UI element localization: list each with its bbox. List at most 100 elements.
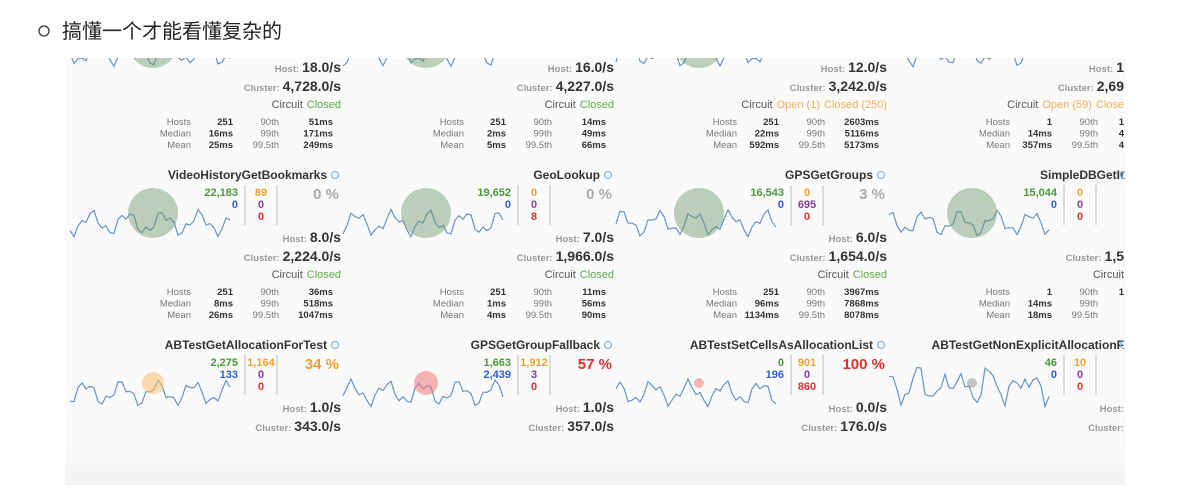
- cluster-rate: Cluster: 4,227.0/s: [517, 78, 615, 94]
- stat-label: 99th: [261, 299, 280, 310]
- p995-text: 5173ms: [844, 140, 879, 151]
- median-text: 2ms: [487, 129, 506, 140]
- stat-label: 99.5th: [799, 140, 825, 151]
- hosts-text: 251: [217, 287, 234, 298]
- host-value: 16.0/s: [575, 59, 614, 75]
- p90-text: 2603ms: [844, 117, 879, 128]
- name-text: GeoLookup: [533, 168, 600, 182]
- circuit-label: Circuit: [741, 99, 772, 111]
- stat-label: 90th: [807, 287, 826, 298]
- cluster-value: 1,966.0/s: [556, 248, 615, 264]
- cluster-rate: Cluster: 4,728.0/s: [244, 78, 342, 94]
- host-value: 0.0/s: [856, 399, 887, 415]
- circuit-status: Circuit Closed: [545, 99, 614, 111]
- stat-label: Hosts: [440, 117, 465, 128]
- failure-text: 0: [1077, 211, 1083, 223]
- host-label: Host:: [283, 404, 307, 415]
- sparkline: [615, 377, 777, 408]
- pct-text: 3 %: [859, 186, 885, 203]
- name-text: ABTestGetAllocationForTest: [165, 338, 327, 352]
- mean-text: 4ms: [487, 310, 506, 321]
- timeout-text: 0: [804, 187, 810, 199]
- health-circle: [694, 378, 704, 388]
- median-text: 16ms: [209, 129, 233, 140]
- stat-label: 99.5th: [799, 310, 825, 321]
- median-text: 14ms: [1028, 129, 1052, 140]
- cluster-label: Cluster:: [1088, 423, 1124, 434]
- success-text: 16,543: [750, 187, 784, 199]
- failure-text: 0: [531, 381, 537, 393]
- short-text: 0: [1051, 369, 1057, 381]
- cluster-rate: Cluster: 1,654.0/s: [790, 248, 888, 264]
- circuit-label: Circuit: [272, 99, 303, 111]
- failure-text: 860: [798, 381, 816, 393]
- cluster-label: Cluster:: [528, 423, 564, 434]
- stat-label: 99th: [534, 129, 553, 140]
- median-text: 22ms: [755, 129, 779, 140]
- host-rate: Host:: [1100, 404, 1124, 415]
- rejected-text: 695: [798, 199, 816, 211]
- dashboard-image: [65, 58, 1125, 485]
- cluster-value: 4,227.0/s: [556, 78, 615, 94]
- success-text: 19,652: [477, 187, 511, 199]
- name-text: GPSGetGroupFallback: [471, 338, 601, 352]
- success-text: 15,044: [1023, 187, 1058, 199]
- stat-label: 99.5th: [253, 310, 279, 321]
- host-label: Host:: [548, 64, 572, 75]
- success-text: 46: [1045, 357, 1057, 369]
- circuit-panel: Host: 18.0/s Cluster: 4,728.0/s Circuit Close…: [71, 58, 342, 151]
- rejected-text: 0: [1077, 199, 1083, 211]
- timeout-text: 1,912: [520, 357, 548, 369]
- name-text: GPSGetGroups: [785, 168, 873, 182]
- circuit-label: Circuit: [272, 269, 303, 281]
- rejected-text: 0: [1077, 369, 1083, 381]
- search-icon: [1119, 340, 1125, 350]
- circuit-status: Circuit Open (1) Closed (250): [741, 99, 887, 111]
- failure-text: 8: [531, 211, 537, 223]
- p90-text: 14ms: [582, 117, 606, 128]
- stat-label: Hosts: [167, 117, 192, 128]
- stat-label: Median: [706, 129, 737, 140]
- sparkline: [907, 58, 1024, 68]
- timeout-text: 0: [1077, 187, 1083, 199]
- p99-text: 5116ms: [845, 129, 879, 140]
- cluster-label: Cluster:: [1066, 253, 1102, 264]
- mean-text: 5ms: [487, 140, 506, 151]
- p90-text: 1: [1119, 117, 1125, 128]
- hosts-text: 251: [217, 117, 234, 128]
- pct-text: 34 %: [305, 356, 339, 373]
- stat-label: 99.5th: [1072, 140, 1098, 151]
- mean-text: 357ms: [1022, 140, 1052, 151]
- sparkline: [615, 58, 763, 68]
- health-circle: [679, 58, 719, 68]
- health-circle: [142, 372, 164, 394]
- mean-text: 26ms: [209, 310, 233, 321]
- host-rate: Host: 7.0/s: [556, 229, 615, 245]
- circuit-panel: ABTestGetAllocationForTest2,2751331,1640…: [69, 338, 341, 434]
- stat-label: Mean: [986, 310, 1010, 321]
- p90-text: 51ms: [309, 117, 333, 128]
- host-rate: Host: 18.0/s: [275, 59, 341, 75]
- stat-label: Median: [160, 129, 191, 140]
- hosts-text: 251: [763, 117, 780, 128]
- timeout-text: 1,164: [247, 357, 275, 369]
- host-value: 7.0/s: [583, 229, 614, 245]
- rejected-text: 0: [804, 369, 810, 381]
- sparkline: [71, 58, 231, 68]
- median-text: 14ms: [1028, 299, 1052, 310]
- health-circle: [133, 58, 173, 68]
- circuit-status: Circuit Open (59) Close: [1007, 99, 1124, 111]
- host-value: 18.0/s: [302, 59, 341, 75]
- stat-label: Mean: [167, 310, 191, 321]
- name-text: ABTestGetNonExplicitAllocationF: [932, 338, 1124, 352]
- host-rate: Host: 8.0/s: [283, 229, 342, 245]
- health-circle: [414, 371, 438, 395]
- stat-label: Median: [433, 299, 464, 310]
- stat-label: 99th: [261, 129, 280, 140]
- timeout-text: 901: [798, 357, 816, 369]
- host-rate: Host: 1: [1089, 59, 1124, 75]
- hosts-text: 1: [1047, 287, 1053, 298]
- search-icon: [876, 170, 886, 180]
